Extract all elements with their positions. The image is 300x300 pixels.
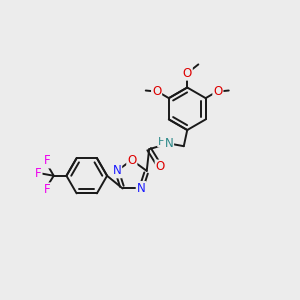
Text: F: F <box>35 167 42 180</box>
Text: F: F <box>44 183 51 196</box>
Text: F: F <box>44 154 51 167</box>
Text: O: O <box>152 85 161 98</box>
Text: N: N <box>112 164 121 177</box>
Text: O: O <box>213 85 223 98</box>
Text: H: H <box>158 136 166 147</box>
Text: O: O <box>156 160 165 173</box>
Text: N: N <box>164 137 173 150</box>
Text: O: O <box>183 67 192 80</box>
Text: N: N <box>137 182 146 195</box>
Text: O: O <box>127 154 136 166</box>
